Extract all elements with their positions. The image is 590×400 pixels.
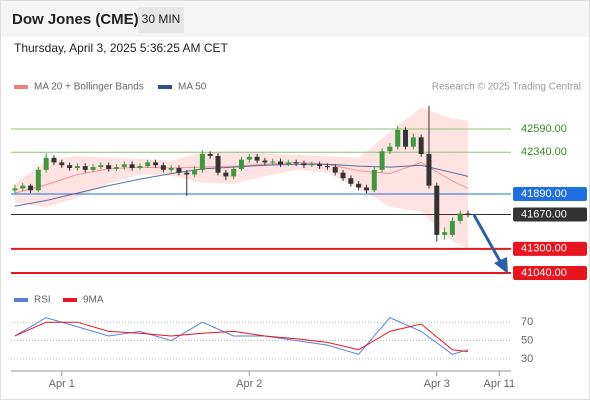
- candle-body: [184, 172, 190, 175]
- candle-body: [348, 178, 354, 184]
- candle-body: [254, 156, 260, 161]
- candle-body: [395, 129, 401, 147]
- level-label-bg: [513, 241, 587, 256]
- candle-body: [106, 165, 112, 169]
- candle-body: [434, 185, 440, 235]
- candle-body: [67, 165, 73, 169]
- x-tick-label: Apr 11: [483, 378, 515, 390]
- candle-body: [465, 213, 471, 215]
- level-label: 41040.00: [521, 267, 567, 279]
- candle-body: [293, 162, 299, 164]
- candle-body: [176, 168, 182, 173]
- subtitle: Thursday, April 3, 2025 5:36:25 AM CET: [14, 41, 229, 55]
- candle-body: [98, 165, 104, 168]
- candle-body: [113, 167, 119, 169]
- ma-line: [14, 163, 469, 207]
- candle-body: [270, 161, 276, 163]
- candle-body: [403, 129, 409, 147]
- legend-label: RSI: [34, 295, 51, 306]
- legend-swatch: [63, 298, 77, 302]
- candle-body: [51, 157, 57, 163]
- level-label: 41300.00: [521, 243, 567, 255]
- legend-label: MA 20 + Bollinger Bands: [34, 82, 144, 93]
- candle-body: [246, 156, 252, 160]
- ma-line: [14, 161, 469, 194]
- candle-body: [262, 160, 268, 163]
- candle-body: [238, 159, 244, 169]
- x-tick-label: Apr 2: [236, 378, 262, 390]
- candle-body: [410, 137, 416, 147]
- candle-body: [215, 155, 221, 173]
- candle-body: [278, 161, 284, 165]
- candle-body: [82, 166, 88, 170]
- candle-body: [457, 213, 463, 221]
- rsi-line: [14, 317, 469, 355]
- candle-body: [324, 166, 330, 168]
- candle-body: [418, 137, 424, 155]
- level-label: 41670.00: [521, 208, 567, 220]
- candle-body: [223, 172, 229, 177]
- candle-body: [340, 172, 346, 179]
- candle-body: [285, 162, 291, 165]
- candle-body: [160, 165, 166, 170]
- header-bar: [1, 1, 589, 37]
- level-label: 41890.00: [521, 188, 567, 200]
- candle-body: [207, 154, 213, 156]
- candle-body: [145, 162, 151, 167]
- candle-body: [137, 166, 143, 169]
- candle-body: [449, 220, 455, 235]
- legend-label: MA 50: [178, 82, 207, 93]
- candle-body: [387, 146, 393, 152]
- candle-body: [59, 162, 65, 166]
- forecast-arrowhead: [494, 257, 508, 274]
- candle-body: [371, 169, 377, 191]
- candle-body: [309, 164, 315, 166]
- candle-body: [356, 183, 362, 188]
- x-tick-label: Apr 3: [424, 378, 450, 390]
- candle-body: [168, 168, 174, 170]
- rsi-line: [14, 321, 469, 353]
- candle-body: [332, 167, 338, 173]
- bollinger-band: [14, 107, 469, 249]
- legend-swatch: [158, 85, 172, 89]
- level-label-bg: [513, 265, 587, 280]
- candle-body: [442, 232, 448, 235]
- candle-body: [301, 163, 307, 166]
- candle-body: [43, 157, 49, 170]
- candle-body: [317, 164, 323, 167]
- candle-body: [231, 168, 237, 177]
- level-label-bg: [513, 187, 587, 202]
- level-label: 42340.00: [521, 146, 567, 158]
- legend-swatch: [14, 85, 28, 89]
- legend-swatch: [14, 298, 28, 302]
- level-label-bg: [513, 207, 587, 222]
- candle-body: [426, 154, 432, 186]
- interval-box: [138, 7, 184, 33]
- rsi-tick-label: 70: [521, 316, 533, 328]
- forecast-arrow: [472, 214, 503, 264]
- interval: 30 MIN: [142, 12, 181, 26]
- candle-body: [28, 185, 34, 191]
- candle-body: [74, 166, 80, 169]
- candle-body: [192, 169, 198, 175]
- x-tick-label: Apr 1: [49, 378, 75, 390]
- legend-label: 9MA: [83, 295, 104, 306]
- candle-body: [35, 169, 41, 191]
- chart-title: Dow Jones (CME): [12, 11, 139, 28]
- candle-body: [20, 185, 26, 189]
- level-label: 42590.00: [521, 123, 567, 135]
- candle-body: [199, 154, 205, 170]
- candle-body: [379, 151, 385, 170]
- candle-body: [12, 188, 18, 191]
- rsi-tick-label: 50: [521, 334, 533, 346]
- candle-body: [153, 162, 159, 166]
- candle-body: [363, 187, 369, 191]
- candle-body: [129, 164, 135, 169]
- candle-body: [121, 164, 127, 168]
- rsi-tick-label: 30: [521, 353, 533, 365]
- credit: Research © 2025 Trading Central: [432, 82, 581, 93]
- candle-body: [90, 167, 96, 170]
